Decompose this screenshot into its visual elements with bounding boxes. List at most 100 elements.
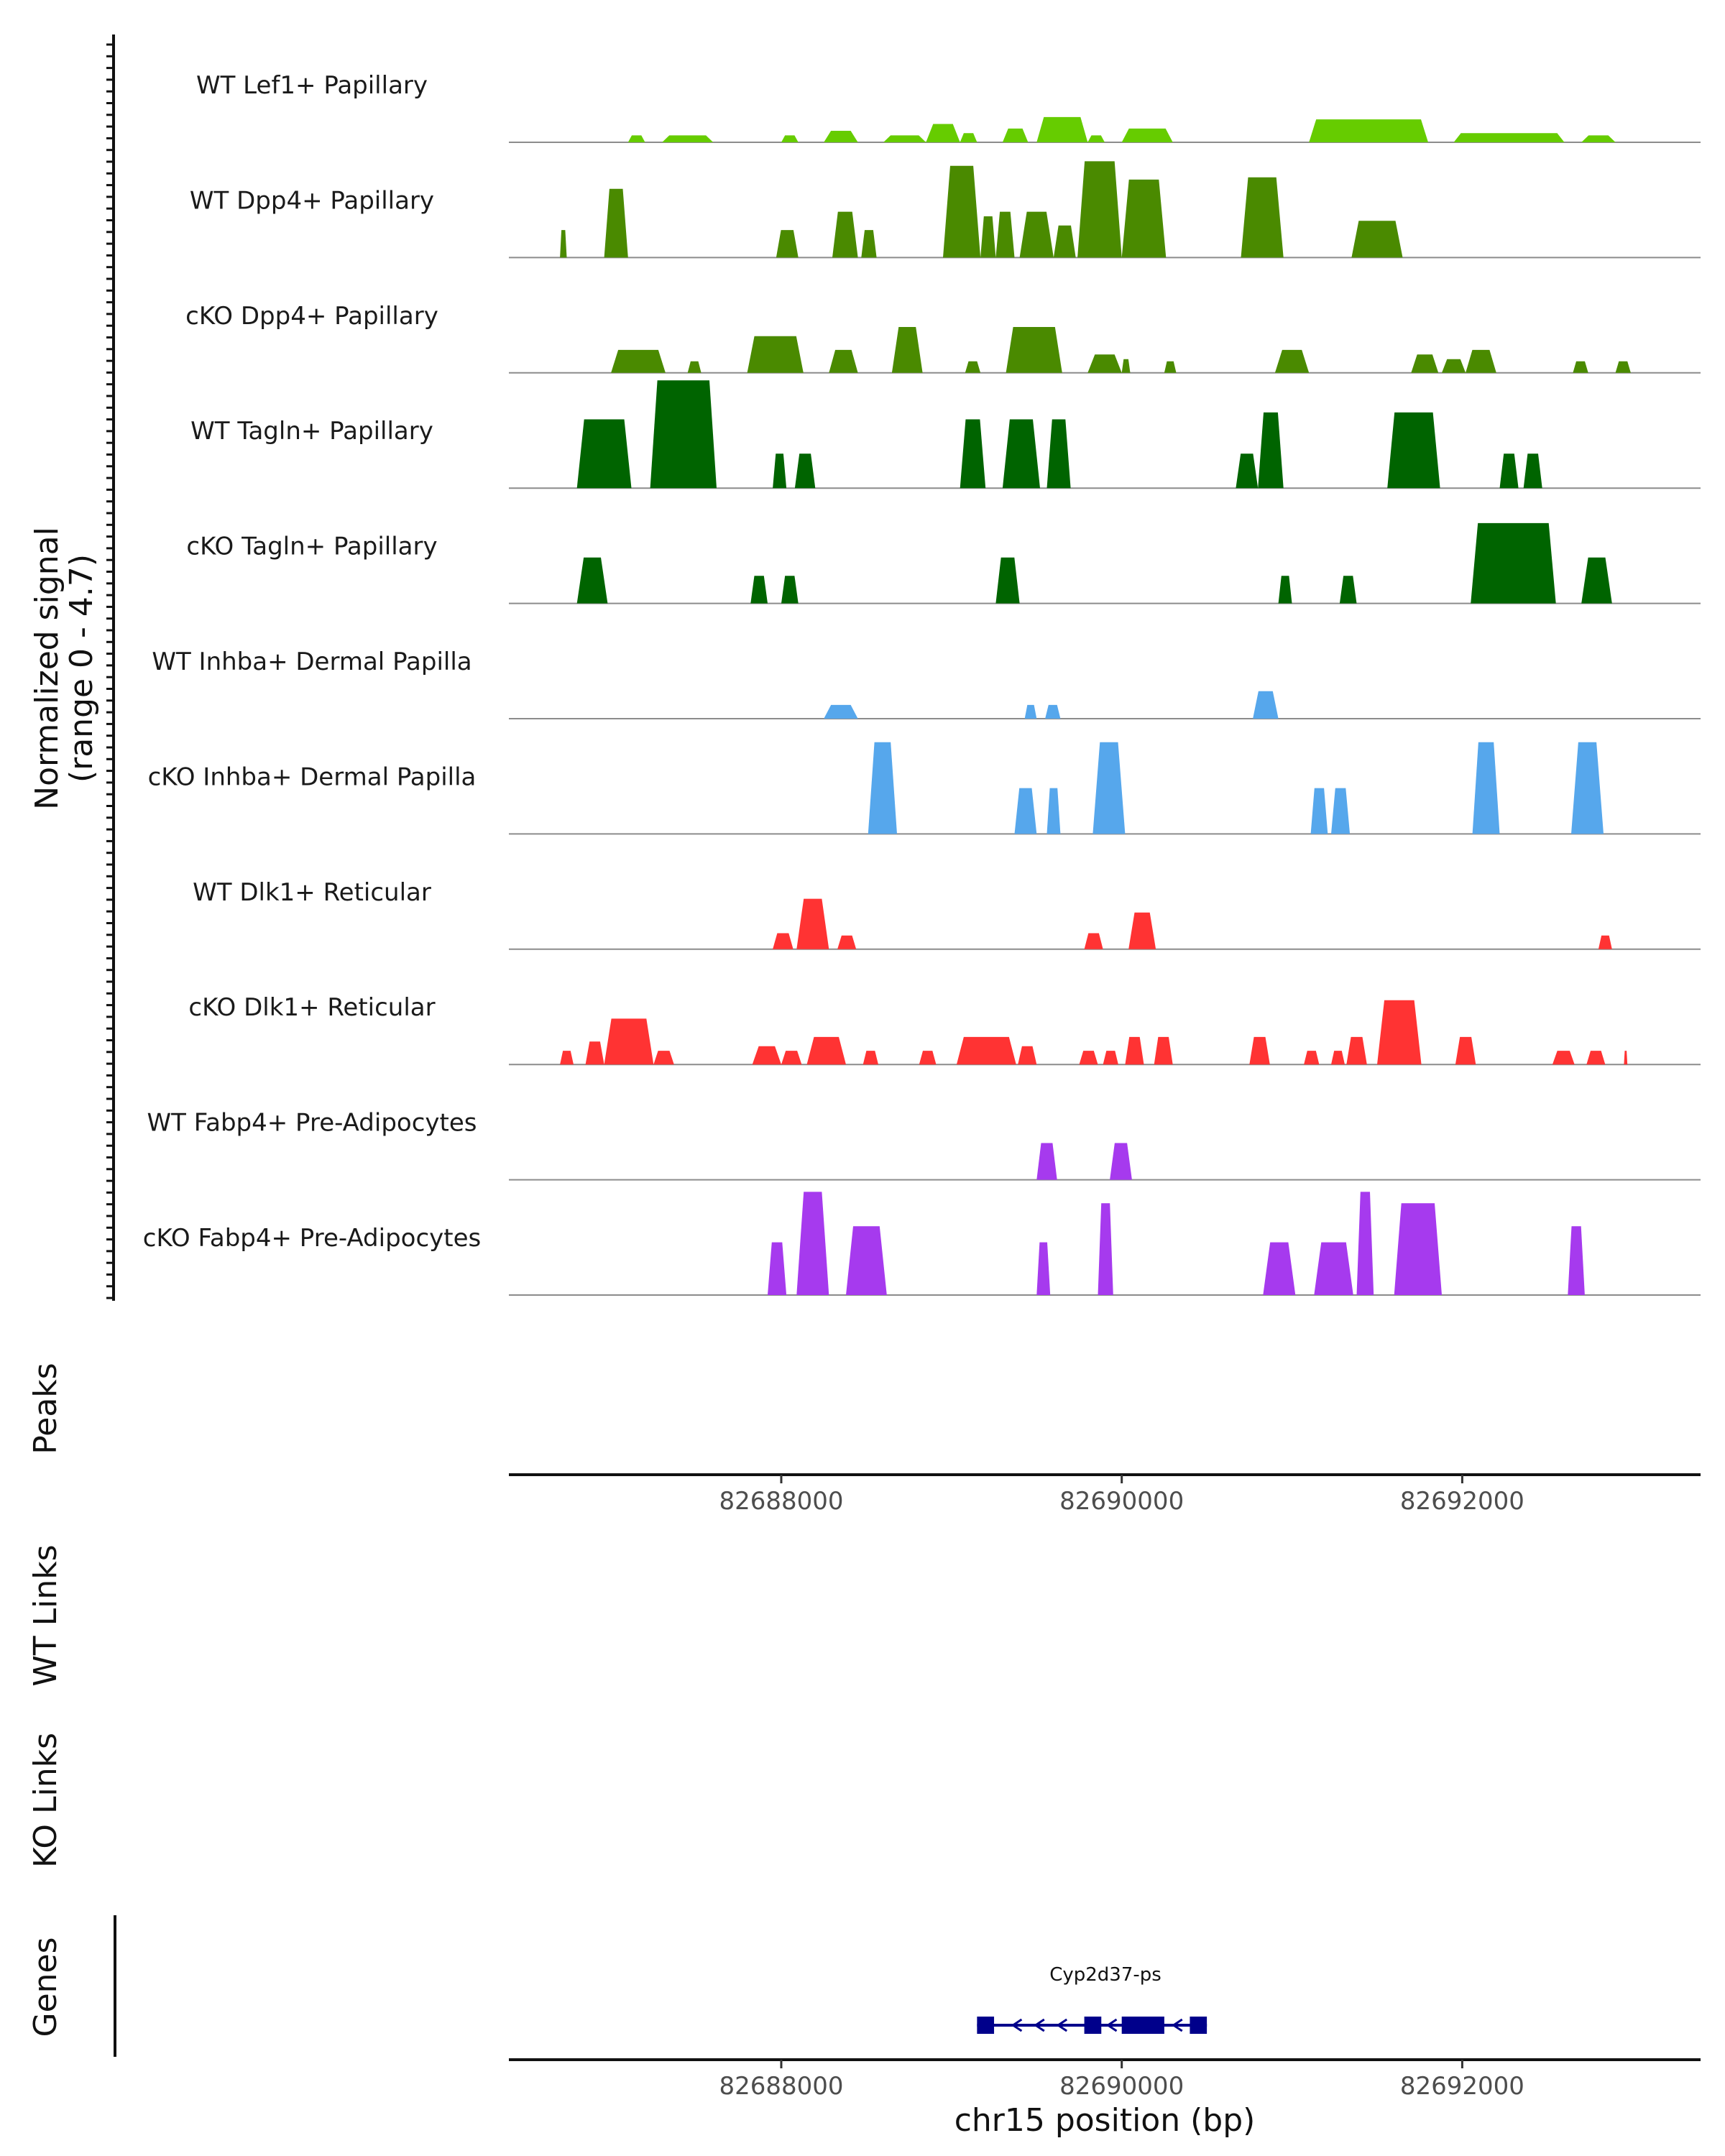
coverage-peak (1014, 788, 1037, 834)
coverage-peak (1581, 557, 1612, 604)
x-tick-label: 82690000 (1059, 1487, 1184, 1516)
coverage-peak (585, 1041, 604, 1065)
coverage-peak (1077, 161, 1122, 258)
coverage-peak (604, 188, 628, 258)
coverage-peak (1331, 788, 1351, 834)
coverage-peak (560, 1051, 574, 1065)
coverage-peak (604, 1018, 654, 1065)
x-axis-title: chr15 position (bp) (954, 2102, 1256, 2139)
coverage-peak (1249, 1036, 1270, 1065)
track-10: WT Fabp4+ Pre-Adipocytes (147, 1109, 1701, 1181)
coverage-peak (1236, 453, 1259, 489)
x-tick-label: 82688000 (719, 2072, 843, 2101)
coverage-peak (824, 704, 858, 719)
coverage-peak (1466, 349, 1496, 373)
coverage-peak (1453, 133, 1565, 142)
coverage-peak (1121, 359, 1131, 373)
coverage-peak (1394, 1203, 1442, 1295)
coverage-peak (650, 380, 717, 489)
coverage-peak (1128, 912, 1156, 949)
track-6: WT Inhba+ Dermal Papilla (152, 648, 1701, 719)
track-1: WT Lef1+ Papillary (196, 71, 1701, 143)
coverage-peak (750, 576, 768, 604)
coverage-peak (662, 135, 714, 142)
coverage-peak (919, 1051, 937, 1065)
gene-exon (1190, 2017, 1208, 2034)
coverage-peak (773, 933, 794, 949)
coverage-peak (1387, 412, 1440, 489)
track-label: WT Tagln+ Papillary (190, 417, 433, 446)
track-4: WT Tagln+ Papillary (190, 380, 1701, 489)
gene-exon (1121, 2017, 1164, 2034)
coverage-peak (752, 1046, 781, 1065)
coverage-peak (861, 230, 877, 258)
coverage-peak (926, 124, 960, 142)
coverage-peak (1346, 1036, 1367, 1065)
coverage-peak (1581, 135, 1616, 142)
coverage-peak (747, 336, 804, 373)
track-11: cKO Fabp4+ Pre-Adipocytes (143, 1192, 1701, 1296)
coverage-peak (794, 453, 816, 489)
coverage-peak (837, 935, 857, 949)
coverage-peak (773, 453, 787, 489)
coverage-peak (687, 361, 702, 373)
track-label: cKO Dpp4+ Papillary (185, 302, 438, 331)
coverage-tracks: WT Lef1+ Papillary WT Dpp4+ Papillary cKO … (143, 71, 1701, 1296)
track-label: cKO Inhba+ Dermal Papilla (148, 763, 477, 791)
coverage-peak (1154, 1036, 1173, 1065)
coverage-y-ticks (106, 43, 114, 1299)
coverage-peak (1339, 576, 1357, 604)
coverage-peak (1092, 742, 1126, 834)
coverage-peak (781, 576, 799, 604)
coverage-peak (1079, 1051, 1098, 1065)
x-tick-label: 82692000 (1400, 2072, 1524, 2101)
coverage-peak (1002, 128, 1029, 142)
coverage-peak (781, 1051, 802, 1065)
coverage-peak (1036, 116, 1088, 142)
coverage-peak (980, 216, 996, 258)
coverage-peak (1125, 1036, 1144, 1065)
track-5: cKO Tagln+ Papillary (186, 522, 1701, 604)
coverage-peak (943, 165, 981, 258)
coverage-peak (1304, 1051, 1320, 1065)
gene-strand-arrow (1056, 2018, 1068, 2032)
coverage-peak (1314, 1242, 1353, 1295)
coverage-peak (960, 133, 978, 142)
coverage-peak (796, 1192, 829, 1295)
coverage-peak (1241, 177, 1284, 258)
coverage-peak (768, 1242, 787, 1295)
coverage-peak (829, 349, 858, 373)
coverage-peak (776, 230, 799, 258)
coverage-peak (806, 1036, 846, 1065)
coverage-peak (1499, 453, 1519, 489)
coverage-peak (1121, 128, 1173, 142)
coverage-peak (883, 135, 926, 142)
coverage-peak (653, 1051, 674, 1065)
wt-links-panel-label: WT Links (27, 1544, 64, 1686)
track-label: cKO Fabp4+ Pre-Adipocytes (143, 1224, 482, 1253)
track-label: WT Dlk1+ Reticular (193, 878, 431, 907)
coverage-peak (1258, 412, 1284, 489)
coverage-peak (1274, 349, 1310, 373)
genes-panel-label: Genes (27, 1937, 64, 2037)
top-x-axis-ticks: 82688000 82690000 82692000 (719, 1475, 1524, 1516)
coverage-peak (1377, 1000, 1422, 1065)
coverage-peak (1018, 1046, 1037, 1065)
gene-strand-arrow (1105, 2018, 1118, 2032)
coverage-peak (1568, 1226, 1585, 1295)
coverage-peak (862, 1051, 878, 1065)
coverage-peak (868, 742, 897, 834)
x-tick-label: 82688000 (719, 1487, 843, 1516)
track-2: WT Dpp4+ Papillary (190, 161, 1701, 259)
coverage-peak (1586, 1051, 1606, 1065)
coverage-peak (1624, 1051, 1628, 1065)
coverage-peak (1164, 361, 1177, 373)
coverage-peak (1087, 354, 1122, 373)
track-label: WT Inhba+ Dermal Papilla (152, 648, 472, 676)
track-3: cKO Dpp4+ Papillary (185, 302, 1701, 374)
gene-strand-arrow (1034, 2018, 1045, 2032)
coverage-peak (1356, 1192, 1374, 1295)
coverage-peak (956, 1036, 1016, 1065)
coverage-peak (1523, 453, 1542, 489)
